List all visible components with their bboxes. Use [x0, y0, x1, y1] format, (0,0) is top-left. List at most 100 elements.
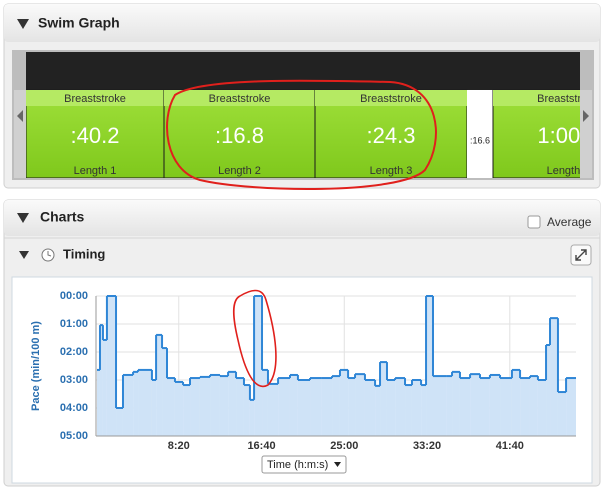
area-step [550, 318, 558, 436]
charts-header [4, 200, 600, 236]
area-step [310, 378, 322, 436]
area-step [459, 378, 471, 436]
area-step [557, 392, 567, 436]
area-step [355, 374, 365, 436]
length-time: :16.8 [215, 123, 264, 148]
area-step [167, 378, 175, 436]
area-step [452, 371, 460, 436]
area-step [297, 380, 311, 436]
length-band [315, 90, 467, 106]
area-step [537, 380, 547, 436]
area-step [228, 371, 237, 436]
x-tick-label: 41:40 [496, 440, 524, 452]
area-step [511, 369, 521, 436]
swim-header [4, 4, 600, 42]
area-step [520, 378, 530, 436]
area-step [289, 374, 298, 436]
area-step [278, 378, 290, 436]
annotation [166, 79, 437, 190]
area-step [421, 385, 427, 436]
right-arrow[interactable] [580, 90, 592, 178]
left-arrow[interactable] [14, 90, 26, 178]
length-time: 1:00.9 [537, 123, 598, 148]
area-step [156, 334, 163, 436]
select-arrow[interactable] [334, 462, 341, 467]
area-step [321, 378, 333, 436]
time-select[interactable] [261, 455, 347, 474]
area-step [236, 378, 244, 436]
x-tick-label: 25:00 [330, 440, 358, 452]
strip-top [26, 52, 580, 90]
area-step [411, 380, 422, 436]
area-step [96, 369, 100, 436]
area-step [546, 345, 551, 436]
area-step [339, 369, 349, 436]
area-step [262, 369, 268, 436]
area-step [364, 380, 376, 436]
area-step [151, 380, 157, 436]
length-label: Length 1 [74, 165, 117, 177]
collapse-icon[interactable] [17, 213, 29, 223]
area-step [219, 376, 229, 436]
lengths: Breaststroke:40.2 Length 1 Breaststroke:16… [26, 89, 599, 178]
area-step [529, 376, 538, 436]
area-step [183, 385, 191, 436]
average-label[interactable]: Average [547, 215, 592, 229]
y-tick-label: 04:00 [60, 402, 88, 414]
area-step [162, 348, 168, 436]
x-tick-label: 33:20 [413, 440, 441, 452]
expand-icon[interactable] [575, 249, 587, 261]
area-step [446, 376, 453, 436]
area-step [122, 374, 134, 436]
area-step [249, 399, 255, 436]
y-tick-label: 05:00 [60, 430, 88, 442]
area-step [470, 374, 480, 436]
length-band [164, 90, 315, 106]
area-step [500, 378, 512, 436]
area-step [395, 378, 406, 436]
area-step [138, 369, 152, 436]
y-axis-label: Pace (min/100 m) [30, 321, 42, 411]
length-band [493, 90, 580, 106]
y-tick-label: 02:00 [60, 346, 88, 358]
area-step [190, 378, 200, 436]
area-step [116, 408, 123, 436]
collapse-icon[interactable] [17, 19, 29, 29]
y-tick-label: 03:00 [60, 374, 88, 386]
area-step [432, 376, 447, 436]
area-step [375, 385, 381, 436]
right-arrow-icon[interactable] [583, 110, 589, 122]
area-step [99, 325, 103, 436]
x-tick-label: 16:40 [247, 440, 275, 452]
area-step [386, 380, 396, 436]
rest-block [467, 90, 493, 178]
area-step [267, 383, 279, 436]
area-step [106, 296, 117, 436]
area-step [348, 378, 356, 436]
stroke-label: Breaststroke [537, 93, 599, 105]
clock-hands [47, 251, 52, 257]
area-step [254, 296, 263, 436]
y-tick-label: 01:00 [60, 318, 88, 330]
annotation [232, 289, 277, 388]
area-step [405, 385, 412, 436]
swim-title: Swim Graph [38, 15, 120, 31]
y-tick-label: 00:00 [60, 290, 88, 302]
area-step [243, 385, 250, 436]
average-checkbox[interactable] [527, 215, 541, 229]
area-step [380, 362, 387, 436]
left-arrow-icon[interactable] [17, 110, 23, 122]
timing-title: Timing [63, 246, 105, 261]
x-tick-label: 8:20 [168, 440, 190, 452]
length-time: :24.3 [367, 123, 416, 148]
area-step [566, 378, 576, 436]
length-label: Length 3 [370, 165, 413, 177]
length-label: Length 4 [547, 165, 590, 177]
area-step [480, 378, 490, 436]
area-step [426, 296, 433, 436]
area-step [489, 374, 501, 436]
time-select-label[interactable]: Time (h:m:s) [267, 459, 328, 471]
collapse-icon[interactable] [19, 251, 29, 259]
length-band [26, 90, 164, 106]
